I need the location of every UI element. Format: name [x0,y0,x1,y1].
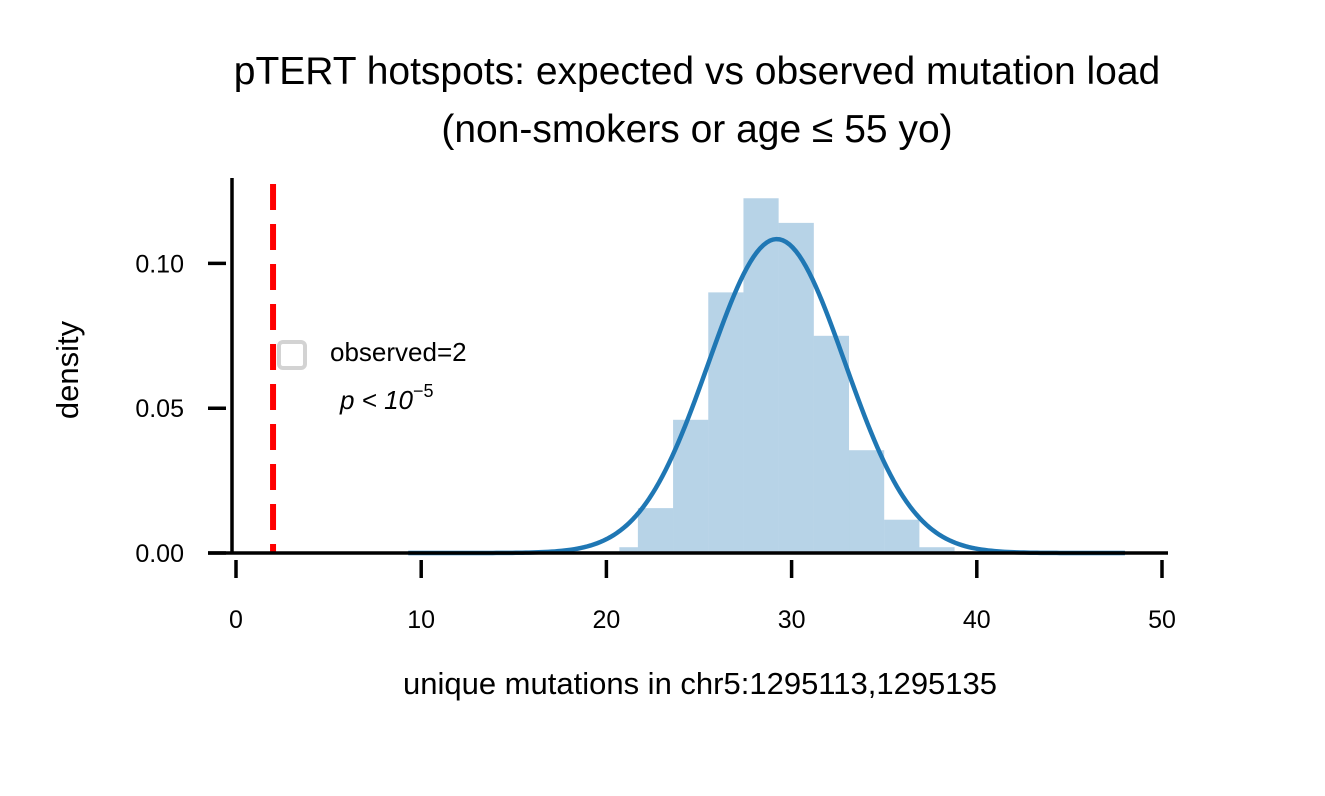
legend-label: observed=2 [330,337,467,367]
y-tick-label: 0.05 [135,395,184,423]
y-tick-label: 0.00 [135,540,184,568]
p-value-prefix: p < 10 [339,385,414,415]
plot-area [270,184,1125,556]
histogram-bar [778,222,814,554]
histogram-bars [408,198,1125,554]
x-tick-label: 20 [592,606,620,634]
x-tick-label: 50 [1148,606,1176,634]
histogram-bar [743,198,779,553]
histogram-bar [708,292,744,553]
y-axis-label: density [50,320,85,419]
histogram-bar [637,508,674,553]
chart-subtitle: (non-smokers or age ≤ 55 yo) [441,108,952,151]
histogram-bar [849,450,885,553]
histogram-bar [813,335,850,553]
y-tick-label: 0.10 [135,250,184,278]
legend: observed=2 p < 10−5 [277,337,467,415]
chart-title: pTERT hotspots: expected vs observed mut… [234,50,1160,93]
legend-handle [277,340,307,370]
histogram-bar [619,547,638,553]
histogram-bar [884,519,920,553]
p-value-exponent: −5 [413,381,434,401]
legend-annotation: p < 10−5 [339,381,434,415]
histogram-bar [919,547,955,553]
x-tick-label: 0 [229,606,243,634]
x-ticks: 0 10 20 30 40 50 [229,560,1176,634]
x-tick-label: 10 [407,606,435,634]
y-ticks: 0.00 0.05 0.10 [135,250,226,568]
x-axis-label: unique mutations in chr5:1295113,1295135 [403,666,997,701]
x-tick-label: 40 [963,606,991,634]
x-tick-label: 30 [778,606,806,634]
